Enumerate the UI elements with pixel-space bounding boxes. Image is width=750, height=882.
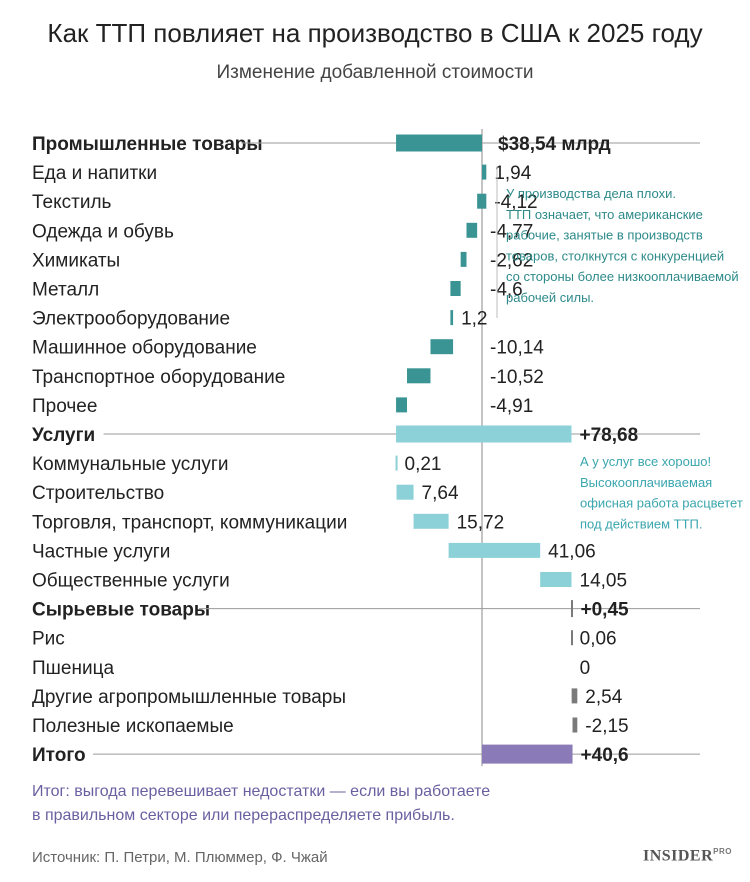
value-label: +40,6 [581,745,629,766]
row-label: Коммунальные услуги [32,454,228,475]
row-label: Услуги [32,425,95,446]
annotation-line: рабочие, занятые в производств [506,228,703,243]
bar [413,513,449,529]
bar [396,134,482,152]
value-label: 41,06 [548,541,596,562]
value-label: 0 [580,658,591,679]
row-label: Полезные ископаемые [32,716,234,737]
row-label: Другие агропромышленные товары [32,687,346,708]
value-label: -4,91 [490,396,533,417]
bar [571,600,574,618]
bar [482,744,573,764]
bar [396,484,414,500]
value-label: 1,94 [494,163,531,184]
row-label: Строительство [32,483,164,504]
annotation-line: под действием ТТП. [580,516,703,531]
value-label: -4,77 [490,221,533,242]
value-label: 2,54 [585,687,622,708]
bar [572,717,578,733]
row-label: Промышленные товары [32,134,263,155]
bar [395,455,398,471]
value-label: 0,06 [580,629,617,650]
row-label: Общественные услуги [32,571,230,592]
value-label: 7,64 [422,483,459,504]
value-label: -10,52 [490,367,544,388]
row-label: Торговля, транспорт, коммуникации [32,512,347,533]
value-label: 14,05 [580,571,628,592]
value-label: +78,68 [580,425,639,446]
bar [396,425,572,443]
row-label: Электрооборудование [32,309,230,330]
bar [477,193,487,209]
bar [540,572,572,587]
annotation-line: со стороны более низкооплачиваемой [506,269,739,284]
row-label: Одежда и обувь [32,221,174,242]
value-label: -2,15 [585,716,628,737]
row-label: Рис [32,629,65,650]
row-label: Машинное оборудование [32,338,257,359]
bar [450,310,454,326]
value-label: 0,21 [405,454,442,475]
row-label: Текстиль [32,192,112,213]
annotation-line: ТТП означает, что американские [506,207,703,222]
bar [482,164,487,180]
waterfall-chart: Промышленные товары $38,54 млрд Еда и напи… [32,129,743,767]
bar [407,368,431,384]
value-label: 15,72 [457,512,505,533]
chart-title: Как ТТП повлияет на производство в США к… [47,18,703,48]
row-label: Частные услуги [32,541,170,562]
row-label: Еда и напитки [32,163,157,184]
row-label: Металл [32,280,99,301]
annotation-line: А у услуг все хорошо! [580,454,711,469]
bar [396,397,408,413]
bar [448,542,541,558]
value-label: -4,12 [494,192,537,213]
row-label: Итого [32,745,86,766]
bar [460,251,467,267]
row-label: Пшеница [32,658,114,679]
bar [571,688,578,704]
bar [466,222,478,238]
value-label: $38,54 млрд [498,134,611,155]
row-label: Прочее [32,396,97,417]
bar [450,281,461,296]
annotation-line: У производства дела плохи. [506,186,676,201]
bar [430,339,454,355]
publisher-logo: INSIDERPRO [642,847,732,865]
annotation-line: офисная работа расцветет [580,496,743,511]
value-label: -2,62 [490,250,533,271]
value-label: -4,6 [490,280,523,301]
source-note: Источник: П. Петри, М. Плюммер, Ф. Чжай [32,849,328,866]
bar [571,630,574,646]
annotation-line: Высокооплачиваемая [580,475,712,490]
row-label: Химикаты [32,250,120,271]
value-label: +0,45 [581,600,630,621]
value-label: -10,14 [490,338,544,359]
value-label: 1,2 [461,309,487,330]
row-label: Транспортное оборудование [32,367,285,388]
chart-subtitle: Изменение добавленной стоимости [216,62,534,83]
row-label: Сырьевые товары [32,600,210,621]
conclusion-note: Итог: выгода перевешивает недостатки — е… [32,783,491,824]
annotation-line: рабочей силы. [506,290,594,305]
annotation-line: товаров, столкнутся с конкуренцией [506,248,724,263]
